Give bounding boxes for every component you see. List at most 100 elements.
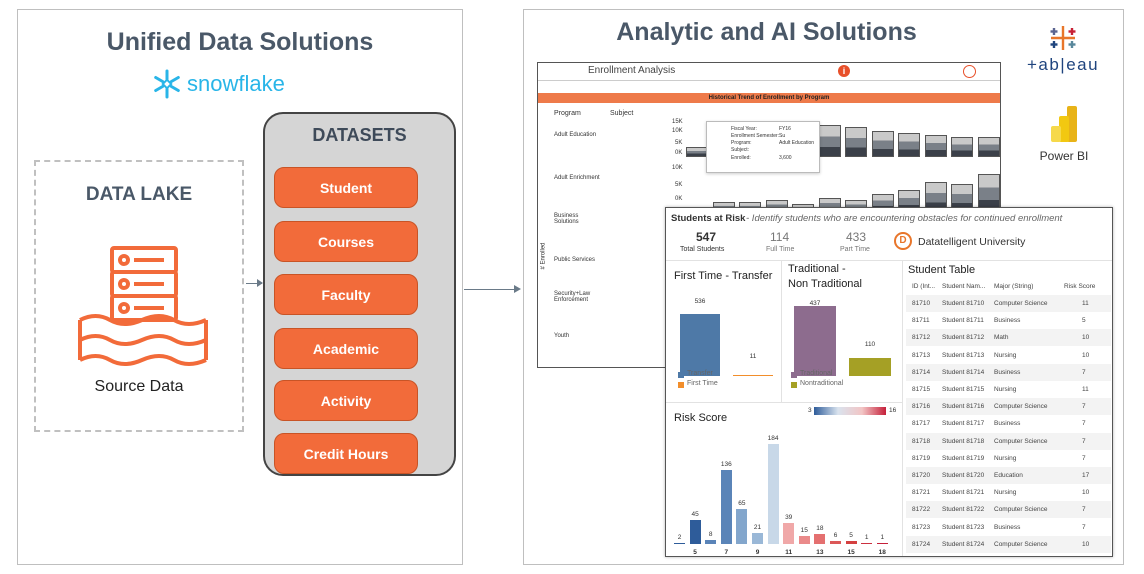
dataset-student[interactable]: Student — [274, 167, 418, 208]
y-axis-label: # Enrolled — [540, 242, 547, 270]
table-cell: 11 — [1082, 386, 1089, 393]
table-cell: Computer Science — [994, 540, 1048, 548]
trend-bar — [871, 131, 894, 157]
unified-data-panel: Unified Data Solutions snowflake DATA LA… — [17, 9, 463, 565]
trend-bar — [845, 127, 867, 157]
analytics-panel: Analytic and AI Solutions +ab|eau Power … — [523, 9, 1124, 565]
database-server-icon — [78, 246, 208, 366]
col-header-major[interactable]: Major (String) — [994, 283, 1034, 290]
dataset-credit-hours[interactable]: Credit Hours — [274, 433, 418, 474]
table-cell: Computer Science — [994, 300, 1048, 307]
y-tick: 0K — [675, 150, 683, 156]
snowflake-logo: snowflake — [151, 68, 285, 100]
risk-x-tick: 13 — [816, 549, 824, 556]
dataset-courses[interactable]: Courses — [274, 221, 418, 262]
risk-bar — [720, 470, 732, 544]
risk-bar-label: 15 — [800, 526, 808, 534]
risk-x-tick: 18 — [878, 549, 886, 556]
trend-bar — [951, 137, 973, 157]
table-row[interactable]: 81713 Student 81713 Nursing 10 — [906, 347, 1111, 364]
risk-bar-label: 2 — [677, 533, 682, 541]
risk-bar — [705, 539, 717, 544]
program-row: Youth — [554, 333, 570, 339]
table-cell: Student 81716 — [942, 403, 985, 411]
ftt-firsttime-label: 11 — [749, 353, 757, 360]
col-header-name[interactable]: Student Nam... — [942, 283, 986, 290]
tableau-logo: +ab|eau — [1018, 24, 1108, 75]
table-cell: Computer Science — [994, 403, 1048, 411]
enrollment-title: Enrollment Analysis — [588, 65, 676, 76]
powerbi-label: Power BI — [1039, 149, 1089, 163]
risk-bar — [689, 519, 701, 544]
table-row[interactable]: 81710 Student 81710 Computer Science 11 — [906, 295, 1111, 312]
risk-bar-label: 1 — [864, 533, 869, 541]
info-icon[interactable]: i — [838, 65, 850, 77]
col-header-risk[interactable]: Risk Score — [1064, 283, 1096, 290]
tooltip-label: Program: — [731, 140, 752, 146]
legend-swatch — [791, 382, 797, 388]
risk-bar — [845, 541, 857, 544]
table-row[interactable]: 81715 Student 81715 Nursing 11 — [906, 381, 1111, 398]
risk-bar-label: 184 — [767, 435, 779, 442]
dataset-faculty[interactable]: Faculty — [274, 274, 418, 315]
dashboard-header: Enrollment Analysis i — [538, 63, 1000, 81]
table-cell: 81723 — [912, 523, 931, 531]
table-row[interactable]: 81711 Student 81711 Business 5 — [906, 312, 1111, 329]
dataset-activity[interactable]: Activity — [274, 380, 418, 421]
dataset-academic[interactable]: Academic — [274, 328, 418, 369]
tooltip-value: Su — [779, 133, 786, 139]
risk-bar — [814, 534, 826, 544]
table-cell: 7 — [1082, 523, 1086, 531]
col-program: Program — [554, 110, 581, 117]
student-table: ID (Int... Student Nam... Major (String)… — [906, 278, 1111, 556]
table-cell: 81722 — [912, 506, 931, 514]
table-row[interactable]: 81720 Student 81720 Education 17 — [906, 467, 1111, 484]
risk-x-tick: 5 — [693, 549, 697, 556]
risk-x-tick: 15 — [847, 549, 855, 556]
table-header: ID (Int... Student Nam... Major (String)… — [906, 278, 1111, 295]
trad-legend-traditional: Traditional — [800, 370, 833, 377]
table-cell: 81721 — [912, 489, 931, 497]
tooltip-label: Subject: — [731, 147, 750, 153]
table-cell: Student 81722 — [942, 506, 985, 514]
risk-bar-label: 39 — [785, 513, 793, 521]
table-row[interactable]: 81717 Student 81717 Business 7 — [906, 415, 1111, 432]
divider — [902, 260, 903, 556]
table-row[interactable]: 81719 Student 81719 Nursing 7 — [906, 450, 1111, 467]
table-cell: 11 — [1082, 300, 1089, 307]
program-row: Public Services — [554, 257, 596, 263]
table-cell: Computer Science — [994, 437, 1048, 445]
table-row[interactable]: 81722 Student 81722 Computer Science 7 — [906, 501, 1111, 519]
trend-header-band: Historical Trend of Enrollment by Progra… — [538, 93, 1000, 103]
y-tick: 10K — [672, 165, 683, 171]
kpi-fulltime-label: Full Time — [766, 246, 795, 253]
ftt-title: First Time - Transfer — [674, 270, 773, 282]
table-row[interactable]: 81718 Student 81718 Computer Science 7 — [906, 432, 1111, 450]
color-scale-bar — [814, 407, 886, 415]
trend-bar — [924, 135, 947, 157]
table-cell: 81710 — [912, 300, 931, 307]
table-cell: 7 — [1082, 506, 1086, 514]
tooltip-value: FY16 — [779, 126, 791, 132]
legend-swatch — [678, 372, 684, 378]
risk-bar-label: 45 — [691, 510, 699, 518]
program-row: Business Solutions — [554, 213, 579, 225]
tooltip-label: Fiscal Year: — [731, 126, 757, 132]
table-cell: Business — [994, 368, 1021, 376]
table-row[interactable]: 81712 Student 81712 Math 10 — [906, 329, 1111, 347]
risk-bar — [736, 508, 748, 544]
col-header-id[interactable]: ID (Int... — [912, 283, 936, 290]
table-row[interactable]: 81721 Student 81721 Nursing 10 — [906, 484, 1111, 501]
risk-title: Students at Risk — [671, 213, 746, 224]
program-row: Adult Enrichment — [554, 175, 600, 181]
table-row[interactable]: 81714 Student 81714 Business 7 — [906, 363, 1111, 381]
table-row[interactable]: 81716 Student 81716 Computer Science 7 — [906, 398, 1111, 416]
university-logo-icon: D — [894, 232, 912, 250]
trad-title-line2: Non Traditional — [788, 278, 862, 290]
tooltip-label: Enrollment Semester: — [731, 133, 780, 139]
data-lake-box: DATA LAKE Source Data — [34, 160, 244, 432]
table-row[interactable]: 81724 Student 81724 Computer Science 10 — [906, 535, 1111, 553]
table-row[interactable]: 81723 Student 81723 Business 7 — [906, 519, 1111, 536]
ftt-transfer-label: 536 — [694, 298, 706, 305]
scale-max: 16 — [889, 407, 897, 414]
